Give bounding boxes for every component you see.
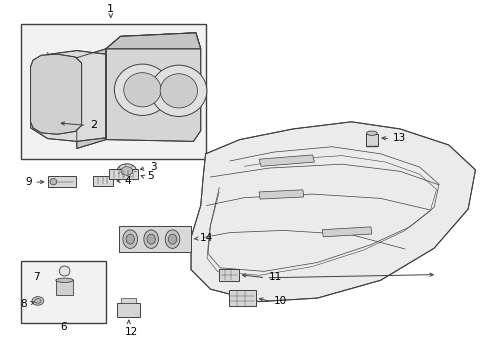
Polygon shape [30, 51, 106, 141]
Polygon shape [106, 33, 201, 141]
Polygon shape [77, 49, 106, 149]
Text: 5: 5 [147, 171, 154, 181]
Ellipse shape [123, 73, 161, 107]
Text: 9: 9 [25, 177, 31, 186]
Bar [121, 298, 135, 303]
Ellipse shape [126, 234, 134, 244]
Ellipse shape [122, 230, 137, 248]
Text: 13: 13 [392, 133, 406, 143]
Ellipse shape [50, 179, 57, 185]
Ellipse shape [165, 230, 180, 248]
Bar [47, 176, 76, 187]
Ellipse shape [150, 65, 206, 117]
Ellipse shape [366, 131, 376, 135]
Bar [366, 134, 377, 146]
Ellipse shape [35, 298, 41, 303]
Ellipse shape [160, 74, 197, 108]
Ellipse shape [143, 230, 158, 248]
Bar [21, 261, 106, 323]
Polygon shape [106, 33, 201, 49]
Text: 12: 12 [125, 327, 138, 337]
Ellipse shape [32, 297, 43, 305]
Ellipse shape [114, 64, 170, 116]
Text: 14: 14 [200, 233, 213, 243]
Text: 4: 4 [124, 176, 131, 185]
Bar [219, 269, 238, 281]
Polygon shape [191, 122, 474, 302]
Text: 2: 2 [90, 120, 97, 130]
Polygon shape [259, 190, 303, 199]
Text: 10: 10 [273, 296, 286, 306]
Polygon shape [259, 155, 314, 166]
Ellipse shape [147, 234, 155, 244]
Bar [117, 303, 140, 316]
Ellipse shape [56, 278, 73, 282]
Ellipse shape [121, 167, 132, 175]
Text: 7: 7 [33, 272, 40, 282]
Text: 8: 8 [20, 299, 27, 309]
Bar [119, 226, 191, 252]
Bar [93, 176, 113, 185]
Ellipse shape [168, 234, 176, 244]
Text: 6: 6 [60, 322, 67, 332]
Bar [109, 169, 137, 179]
Text: 1: 1 [107, 4, 114, 14]
Text: 11: 11 [268, 272, 282, 282]
Bar [56, 280, 73, 294]
Ellipse shape [117, 164, 136, 178]
Polygon shape [322, 227, 371, 237]
Ellipse shape [59, 266, 70, 276]
Text: 3: 3 [149, 162, 156, 172]
Bar [21, 24, 205, 159]
Polygon shape [30, 54, 81, 134]
Bar [228, 289, 255, 306]
